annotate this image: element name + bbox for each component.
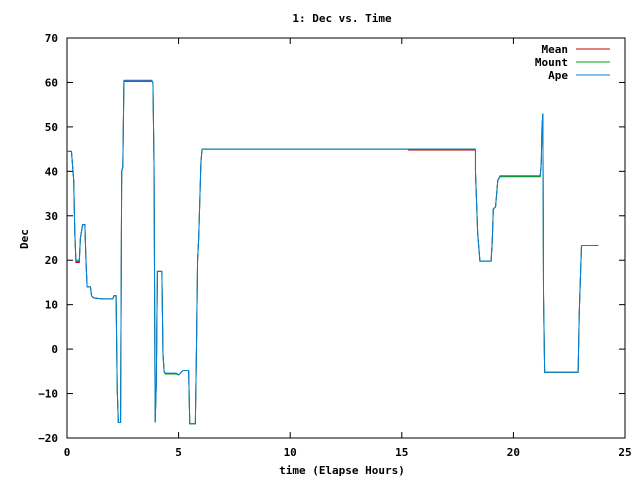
x-tick-label: 20 <box>507 446 520 459</box>
y-tick-label: 20 <box>45 254 58 267</box>
x-tick-label: 10 <box>284 446 297 459</box>
series-line-ape <box>67 79 599 425</box>
x-axis-label: time (Elapse Hours) <box>279 464 405 477</box>
legend-label-ape: Ape <box>548 69 568 82</box>
series-line-mount <box>67 81 599 425</box>
y-tick-label: 0 <box>51 343 58 356</box>
y-tick-label: 70 <box>45 32 58 45</box>
x-tick-label: 0 <box>64 446 71 459</box>
x-tick-label: 15 <box>395 446 408 459</box>
plot-frame <box>66 37 626 439</box>
y-axis-label: Dec <box>18 229 31 249</box>
y-tick-label: 60 <box>45 76 58 89</box>
x-tick-label: 25 <box>618 446 631 459</box>
y-tick-label: 30 <box>45 210 58 223</box>
plot-area <box>66 37 626 439</box>
series-layer <box>67 79 599 425</box>
x-tick-label: 5 <box>175 446 182 459</box>
ticks-layer: 0 5 10 15 20 25 −20 −10 0 10 20 30 40 50 60 70 <box>38 32 632 459</box>
legend-label-mount: Mount <box>535 56 568 69</box>
y-tick-label: −20 <box>38 432 58 445</box>
chart-title: 1: Dec vs. Time <box>292 12 392 25</box>
y-tick-label: 40 <box>45 165 58 178</box>
y-tick-label: −10 <box>38 388 58 401</box>
y-tick-label: 10 <box>45 299 58 312</box>
y-tick-label: 50 <box>45 121 58 134</box>
legend-label-mean: Mean <box>542 43 569 56</box>
series-line-mean <box>67 80 599 425</box>
